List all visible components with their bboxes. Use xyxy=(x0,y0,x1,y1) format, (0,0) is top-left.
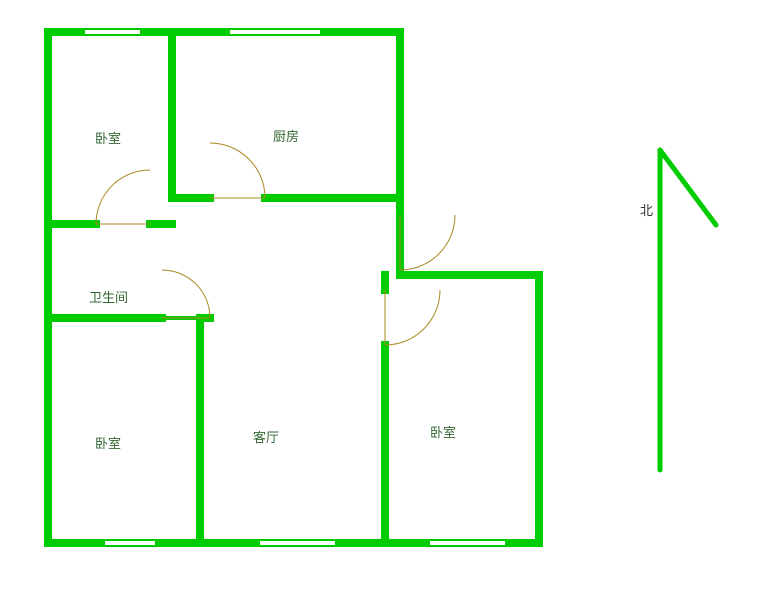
label-bathroom: 卫生间 xyxy=(89,287,128,306)
door-arc-door-bl-bedroom xyxy=(162,270,210,318)
compass-barb xyxy=(660,150,716,225)
floor-plan xyxy=(0,0,769,612)
door-arc-door-kitchen xyxy=(210,143,265,198)
door-arc-door-br-bedroom xyxy=(385,290,440,345)
label-compass-north: 北 xyxy=(640,200,653,219)
label-bedroom-right: 卧室 xyxy=(430,422,456,441)
label-bedroom-top-left: 卧室 xyxy=(95,128,121,147)
label-kitchen: 厨房 xyxy=(273,126,299,145)
door-arc-door-living-r xyxy=(400,215,455,270)
door-arc-door-tl-bedroom xyxy=(96,170,150,224)
label-bedroom-bottom-left: 卧室 xyxy=(95,433,121,452)
label-living-room: 客厅 xyxy=(253,427,279,446)
